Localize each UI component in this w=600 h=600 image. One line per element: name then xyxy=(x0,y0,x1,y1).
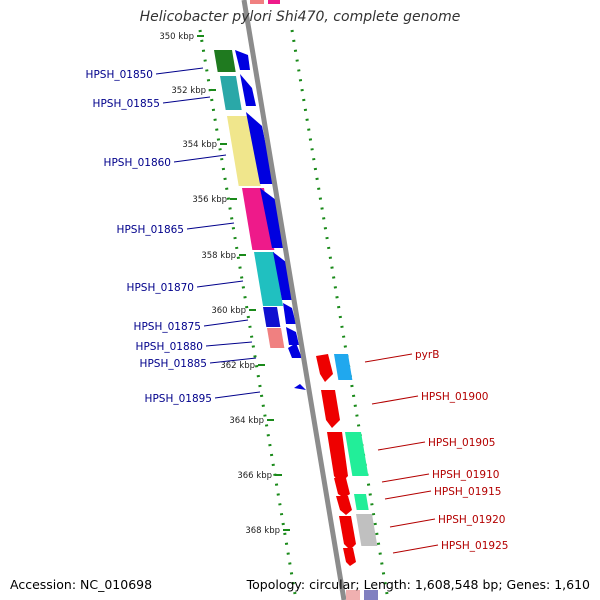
gene-block-pyrB xyxy=(334,354,353,380)
reverse-gene-label[interactable]: HPSH_01870 xyxy=(127,282,194,294)
tick-label: 364 kbp xyxy=(229,416,264,426)
forward-gene-label[interactable]: HPSH_01910 xyxy=(432,469,499,481)
accession-label: Accession: NC_010698 xyxy=(10,577,153,592)
tick-label: 362 kbp xyxy=(220,361,255,371)
reverse-gene-label[interactable]: HPSH_01865 xyxy=(117,224,184,236)
forward-strand-features xyxy=(250,0,378,600)
tick-label: 352 kbp xyxy=(171,86,206,96)
gene-label-connector xyxy=(173,154,227,163)
gene-block-01855 xyxy=(220,76,242,110)
arrow-pyrB xyxy=(316,354,333,382)
tick-label: 350 kbp xyxy=(159,32,194,42)
gene-label-connector xyxy=(371,395,419,405)
arrow-01855 xyxy=(240,74,256,106)
gene-label-connector xyxy=(162,96,211,104)
gene-label-connector xyxy=(196,280,244,288)
reverse-strand-features xyxy=(214,50,306,390)
outer-dotted-ring-left xyxy=(198,29,298,600)
genome-stats-label: Topology: circular; Length: 1,608,548 bp… xyxy=(246,577,590,592)
tick-label: 356 kbp xyxy=(192,195,227,205)
tick-label: 354 kbp xyxy=(182,140,217,150)
gene-block-01850 xyxy=(214,50,236,72)
gene-block-01915 xyxy=(354,494,369,510)
arrow-01850 xyxy=(235,50,250,70)
arrow-01895 xyxy=(294,384,306,390)
gene-label-connector xyxy=(186,222,235,230)
arrow-01905 xyxy=(327,432,348,484)
arrow-01900 xyxy=(321,390,340,428)
gene-label-connector xyxy=(364,353,413,363)
reverse-gene-label[interactable]: HPSH_01860 xyxy=(104,157,171,169)
gene-label-connector xyxy=(381,473,430,483)
tick-label: 358 kbp xyxy=(201,251,236,261)
gene-label-connector xyxy=(214,391,261,399)
gene-block-01875 xyxy=(263,307,281,327)
forward-gene-label[interactable]: HPSH_01915 xyxy=(434,486,501,498)
forward-gene-label[interactable]: HPSH_01900 xyxy=(421,391,488,403)
gene-block-01880 xyxy=(267,328,285,348)
tick-label: 368 kbp xyxy=(245,526,280,536)
reverse-gene-label[interactable]: HPSH_01850 xyxy=(86,69,153,81)
gene-label-connector xyxy=(392,544,439,554)
arrow-01875 xyxy=(283,303,296,324)
arrow-01925 xyxy=(343,548,356,566)
gene-block-bottom-1 xyxy=(346,590,360,600)
arrow-01910 xyxy=(334,478,350,498)
reverse-gene-labels: HPSH_01850 HPSH_01855 HPSH_01860 HPSH_01865… xyxy=(86,67,261,405)
gene-block-01860 xyxy=(227,116,261,186)
forward-gene-label[interactable]: HPSH_01925 xyxy=(441,540,508,552)
gene-block-top-2 xyxy=(268,0,280,4)
tick-marks: 350 kbp 352 kbp 354 kbp 356 kbp 358 kbp 360 k… xyxy=(159,32,290,536)
map-title: Helicobacter pylori Shi470, complete gen… xyxy=(139,9,461,25)
arrow-01885 xyxy=(288,343,302,358)
tick-label: 366 kbp xyxy=(237,471,272,481)
forward-gene-labels: pyrB HPSH_01900 HPSH_01905 HPSH_01910 HPSH_0… xyxy=(364,349,508,554)
arrow-01865 xyxy=(260,188,286,248)
gene-block-01905 xyxy=(345,432,369,476)
gene-block-top-1 xyxy=(250,0,264,4)
arrow-01860 xyxy=(246,112,274,184)
gene-label-connector xyxy=(389,518,436,528)
outer-dotted-ring-right xyxy=(290,29,390,600)
arrow-01880 xyxy=(286,327,299,345)
tick-label: 360 kbp xyxy=(211,306,246,316)
reverse-gene-label[interactable]: HPSH_01855 xyxy=(93,98,160,110)
arrow-01920 xyxy=(339,516,356,550)
reverse-gene-label[interactable]: HPSH_01895 xyxy=(145,393,212,405)
gene-label-connector xyxy=(377,441,426,451)
reverse-gene-label[interactable]: HPSH_01880 xyxy=(136,341,203,353)
reverse-gene-label[interactable]: HPSH_01885 xyxy=(140,358,207,370)
gene-label-connector xyxy=(209,357,257,364)
genome-backbone xyxy=(241,0,347,600)
forward-gene-label[interactable]: pyrB xyxy=(415,349,439,361)
reverse-gene-label[interactable]: HPSH_01875 xyxy=(134,321,201,333)
forward-gene-label[interactable]: HPSH_01920 xyxy=(438,514,505,526)
gene-label-connector xyxy=(155,67,204,75)
arrow-01915 xyxy=(336,496,352,515)
gene-label-connector xyxy=(203,319,249,327)
gene-label-connector xyxy=(384,490,432,500)
gene-block-01920 xyxy=(356,514,378,546)
forward-gene-label[interactable]: HPSH_01905 xyxy=(428,437,495,449)
gene-block-bottom-2 xyxy=(364,590,378,600)
arrow-01870 xyxy=(273,252,294,300)
gene-label-connector xyxy=(205,341,253,347)
